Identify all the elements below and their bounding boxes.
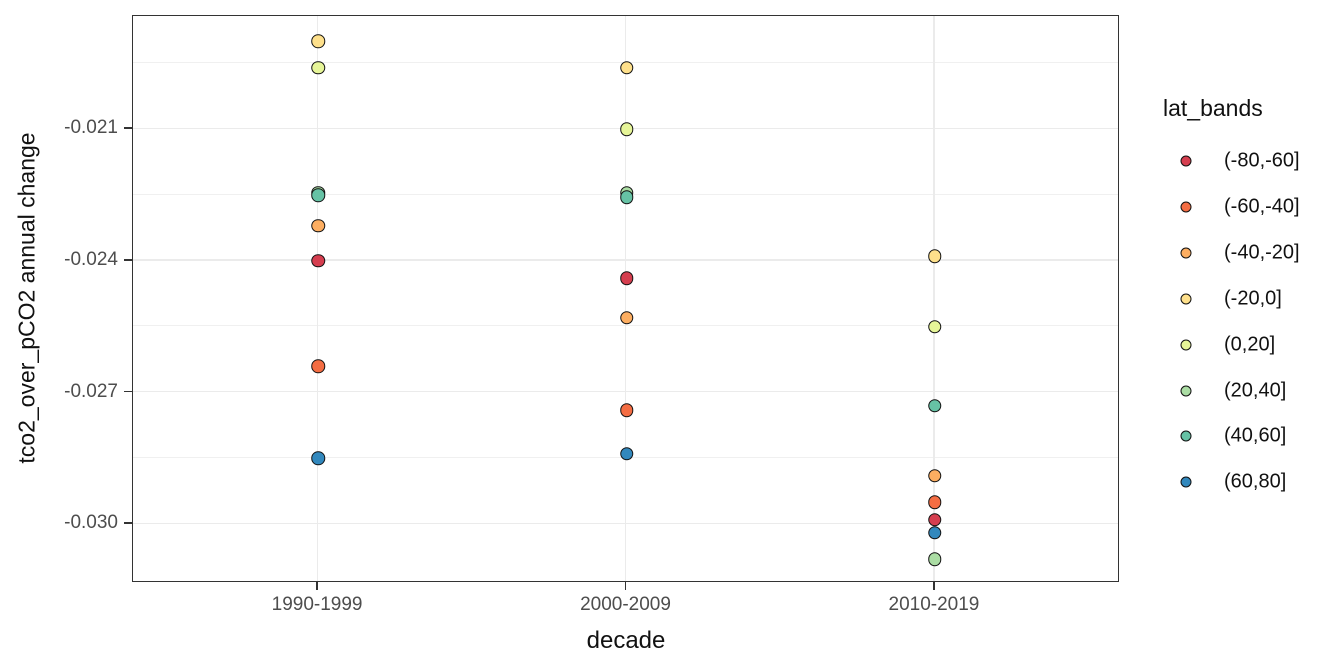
data-point	[928, 398, 942, 413]
category-gridline	[625, 16, 627, 581]
data-point	[619, 403, 634, 417]
data-point	[928, 513, 942, 527]
data-point	[311, 188, 325, 202]
legend-marker	[1180, 155, 1192, 167]
legend-item-label: (0,20]	[1224, 333, 1276, 356]
legend-marker	[1180, 201, 1192, 213]
data-point	[311, 219, 325, 233]
data-point	[311, 34, 325, 49]
data-point	[619, 271, 634, 286]
y-axis-tick	[124, 259, 132, 261]
legend-item-label: (20,40]	[1224, 379, 1287, 401]
y-axis-title: tco2_over_pCO2 annual change	[13, 132, 40, 464]
legend-marker	[1180, 339, 1192, 351]
y-tick-label: -0.024	[64, 248, 118, 270]
data-point	[928, 469, 942, 483]
y-tick-label: -0.030	[64, 512, 118, 534]
y-axis-tick	[124, 390, 132, 393]
data-point	[928, 249, 942, 264]
data-point	[619, 122, 634, 136]
legend-marker	[1180, 430, 1192, 442]
legend-item-label: (40,60]	[1224, 424, 1287, 447]
plot-panel	[132, 15, 1119, 582]
legend-item-label: (-80,-60]	[1224, 149, 1300, 172]
category-gridline	[316, 16, 318, 581]
legend-marker	[1180, 293, 1192, 305]
x-axis-tick	[316, 582, 318, 590]
data-point	[311, 254, 325, 268]
legend-marker	[1180, 247, 1192, 259]
x-tick-label: 1990-1999	[271, 594, 363, 615]
y-axis-tick	[124, 127, 132, 130]
legend-title: lat_bands	[1163, 95, 1263, 121]
legend-item-label: (-40,-20]	[1224, 241, 1300, 264]
legend-item-label: (-60,-40]	[1224, 195, 1300, 218]
y-axis-tick	[124, 522, 132, 524]
x-axis-title: decade	[586, 627, 666, 654]
legend-marker	[1180, 476, 1192, 488]
x-axis-tick	[933, 582, 935, 590]
legend-item-label: (-20,0]	[1224, 287, 1282, 310]
x-tick-label: 2010-2019	[888, 594, 980, 615]
y-tick-label: -0.021	[64, 117, 118, 139]
data-point	[928, 319, 942, 334]
data-point	[311, 61, 325, 75]
legend-item-label: (60,80]	[1224, 470, 1287, 493]
data-point	[619, 447, 634, 461]
category-gridline	[933, 16, 935, 581]
data-point	[928, 526, 942, 540]
data-point	[619, 311, 634, 325]
x-tick-label: 2000-2009	[580, 594, 671, 615]
x-axis-tick	[624, 582, 627, 590]
data-point	[311, 451, 325, 466]
data-point	[619, 61, 634, 75]
data-point	[619, 190, 634, 204]
data-point	[928, 552, 942, 567]
data-point	[311, 359, 325, 373]
data-point	[928, 495, 942, 509]
y-tick-label: -0.027	[64, 380, 118, 402]
legend-marker	[1180, 385, 1192, 396]
